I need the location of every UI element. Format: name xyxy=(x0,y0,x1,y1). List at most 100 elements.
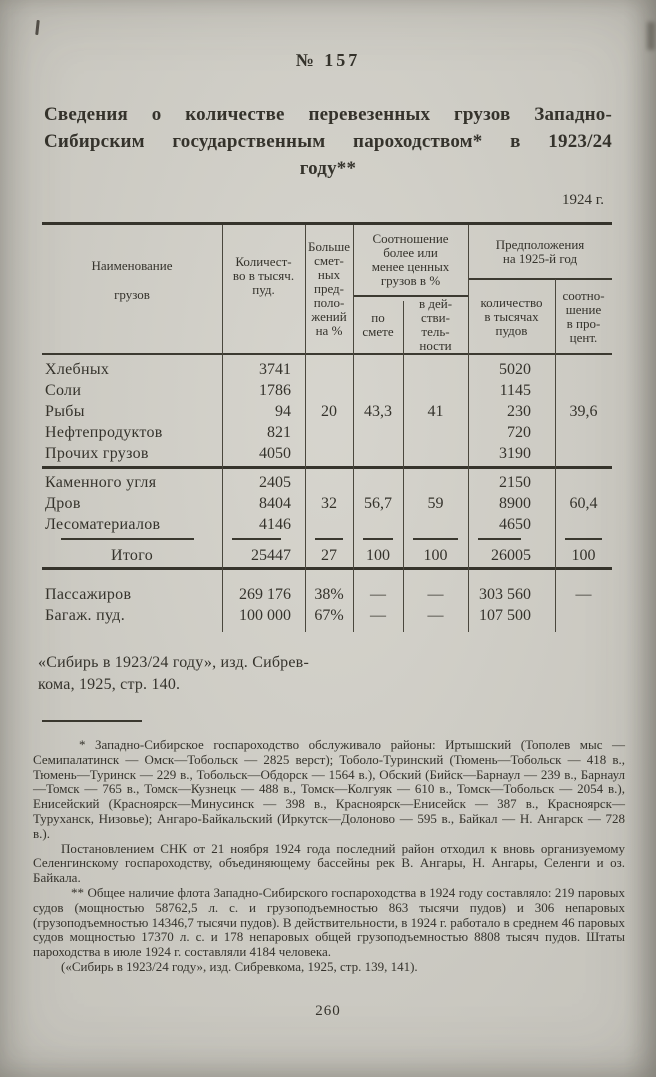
plan-ratio-cell xyxy=(555,472,612,493)
title-line: году** xyxy=(299,158,357,179)
footnote-separator-rule xyxy=(42,720,142,722)
by-estimate-cell: — xyxy=(370,586,386,603)
header-qty: Количест- во в тысяч. пуд. xyxy=(232,254,295,297)
header-plan-group: Предположения на 1925-й год количество в… xyxy=(468,225,612,353)
header-plan-group-label: Предположения на 1925-й год xyxy=(495,236,585,266)
in-fact-cell xyxy=(403,472,468,493)
by-estimate-cell xyxy=(353,380,403,401)
header-by-estimate: по смете xyxy=(362,310,394,339)
plan-ratio-cell xyxy=(555,380,612,401)
plan-ratio-cell xyxy=(555,514,612,535)
over-estimate-cell: 67% xyxy=(314,607,344,624)
plan-qty-cell: 303 560 xyxy=(479,586,531,603)
plan-ratio-cell xyxy=(555,359,612,380)
rule-segment-cell xyxy=(468,535,555,544)
page-number: 260 xyxy=(315,1003,341,1019)
cargo-name: Прочих грузов xyxy=(45,445,149,462)
plan-ratio-cell xyxy=(555,605,612,626)
in-fact-cell: — xyxy=(427,607,444,624)
plan-qty-cell: 26005 xyxy=(491,547,531,564)
plan-qty-cell: 2150 xyxy=(499,474,531,491)
header-cargo-name: Наименование грузов xyxy=(42,225,222,353)
freight-table: Наименование грузов Количест- во в тысяч… xyxy=(42,222,612,632)
plan-ratio-cell xyxy=(555,443,612,464)
over-estimate-cell xyxy=(305,443,353,464)
table-row: Каменного угля 2405 2150 xyxy=(42,472,612,493)
header-ratio-group: Соотношение более или менее ценных грузо… xyxy=(353,225,468,353)
table-row: Нефтепродуктов 821 720 xyxy=(42,422,612,443)
in-fact-cell: 59 xyxy=(427,495,444,512)
cargo-name: Соли xyxy=(45,382,82,399)
plan-ratio-cell: 60,4 xyxy=(569,495,598,512)
total-label: Итого xyxy=(111,547,153,564)
header-over-estimate: Больше смет- ных пред- поло- жений на % xyxy=(308,239,350,338)
qty-cell: 1786 xyxy=(259,382,291,399)
by-estimate-cell: — xyxy=(370,607,386,624)
title-line: Сибирским государственным пароходством* … xyxy=(44,131,612,152)
plan-qty-cell: 230 xyxy=(507,403,531,420)
source-line: кома, 1925, стр. 140. xyxy=(38,676,181,693)
header-text: грузов xyxy=(114,287,150,302)
by-estimate-cell xyxy=(353,472,403,493)
qty-cell: 269 176 xyxy=(239,586,291,603)
plan-ratio-cell: 39,6 xyxy=(569,403,598,420)
table-row: Соли 1786 1145 xyxy=(42,380,612,401)
over-estimate-cell xyxy=(305,514,353,535)
qty-cell: 8404 xyxy=(259,495,291,512)
scan-artifact xyxy=(647,22,655,50)
over-estimate-cell: 32 xyxy=(321,495,337,512)
footnote-double-asterisk: ** Общее наличие флота Западно-Сибирског… xyxy=(33,884,625,960)
rule-segment-cell xyxy=(42,535,222,544)
title-line: Сведения о количестве перевезенных грузо… xyxy=(44,104,612,125)
column-divider xyxy=(353,225,354,632)
table-row: Хлебных 3741 5020 xyxy=(42,359,612,380)
table-top-rule xyxy=(42,222,612,225)
total-row: Итого 25447 27 100 100 26005 100 xyxy=(42,544,612,567)
in-fact-cell: 100 xyxy=(423,547,448,564)
by-estimate-cell xyxy=(353,359,403,380)
year-label: 1924 г. xyxy=(562,192,604,208)
qty-cell: 4146 xyxy=(259,516,291,533)
cargo-group-valuable: Хлебных 3741 5020 Соли 1786 1145 Рыбы 94 xyxy=(42,355,612,466)
source-line: «Сибирь в 1923/24 году», изд. Сибрев- xyxy=(38,654,309,671)
table-tail xyxy=(42,626,612,632)
over-estimate-cell xyxy=(305,359,353,380)
header-text: Наименование xyxy=(91,258,173,273)
page-title: Сведения о количестве перевезенных грузо… xyxy=(44,101,612,182)
over-estimate-cell: 27 xyxy=(321,547,337,564)
table-row: Пассажиров 269 176 38% — — 303 560 — xyxy=(42,584,612,605)
column-divider xyxy=(468,225,469,632)
rule-segment-cell xyxy=(403,535,468,544)
by-estimate-cell xyxy=(353,422,403,443)
header-ratio-subrow: по смете в дей- стви- тель- ности xyxy=(353,295,468,353)
cargo-name: Багаж. пуд. xyxy=(45,607,126,624)
in-fact-cell xyxy=(403,443,468,464)
column-divider xyxy=(222,225,223,632)
cargo-name: Каменного угля xyxy=(45,474,157,491)
plan-ratio-cell xyxy=(555,422,612,443)
plan-ratio-cell: 100 xyxy=(571,547,596,564)
header-ratio-group-label: Соотношение более или менее ценных грузо… xyxy=(371,231,450,288)
plan-qty-cell: 3190 xyxy=(499,445,531,462)
in-fact-cell: 41 xyxy=(427,403,444,420)
plan-qty-cell: 720 xyxy=(507,424,531,441)
over-estimate-cell xyxy=(305,422,353,443)
group-separator-rule xyxy=(42,466,612,469)
qty-cell: 821 xyxy=(267,424,291,441)
cargo-group-bulk: Каменного угля 2405 2150 Дров 8404 32 56… xyxy=(42,469,612,535)
by-estimate-cell xyxy=(353,443,403,464)
cargo-name: Лесоматериалов xyxy=(45,516,161,533)
in-fact-cell xyxy=(403,380,468,401)
table-row: Прочих грузов 4050 3190 xyxy=(42,443,612,464)
qty-cell: 2405 xyxy=(259,474,291,491)
footnote-asterisk: * Западно-Сибирское госпароходство обслу… xyxy=(33,737,625,841)
cargo-name: Хлебных xyxy=(45,361,110,378)
plan-qty-cell: 5020 xyxy=(499,361,531,378)
plan-ratio-cell: — xyxy=(575,586,592,603)
header-plan-ratio: соотно- шение в про- цент. xyxy=(562,287,605,345)
cargo-name: Нефтепродуктов xyxy=(45,424,163,441)
column-divider xyxy=(555,279,556,632)
qty-cell: 4050 xyxy=(259,445,291,462)
qty-cell: 100 000 xyxy=(239,607,291,624)
